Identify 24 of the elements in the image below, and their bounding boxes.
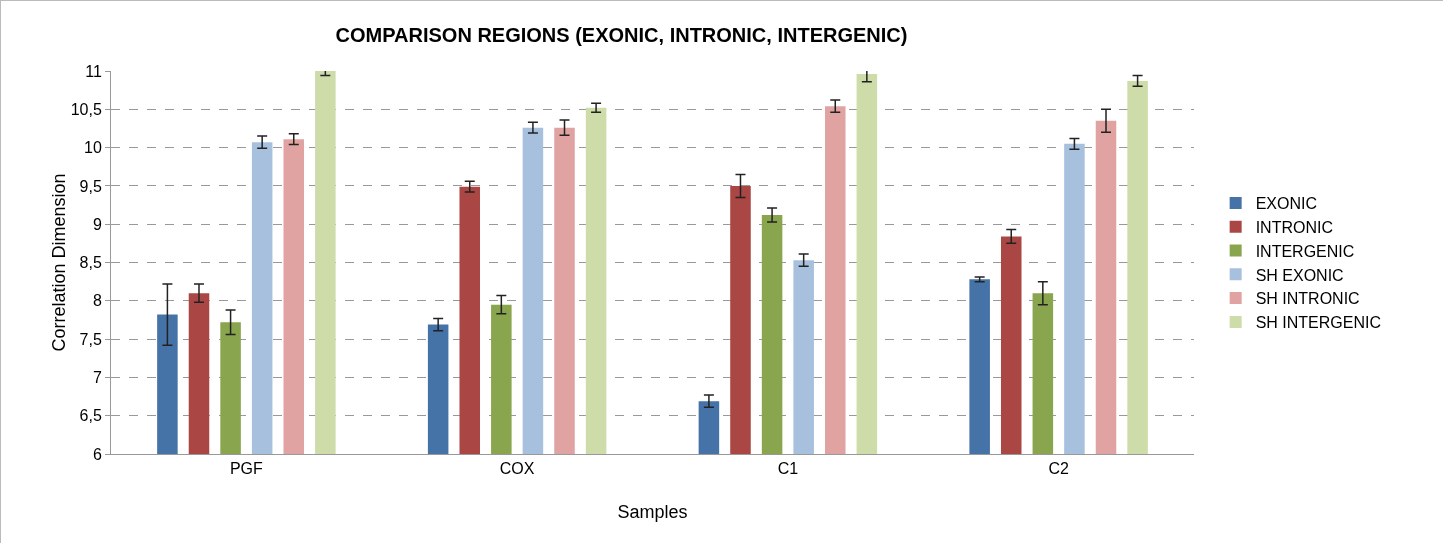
- legend-label: INTRONIC: [1255, 218, 1333, 236]
- y-tick-label: 8: [92, 292, 102, 310]
- x-tick-label: C2: [1048, 460, 1069, 478]
- y-tick-label: 6,5: [79, 407, 102, 425]
- y-axis-title: Correlation Dimension: [49, 173, 69, 352]
- legend-label: SH INTRONIC: [1255, 290, 1360, 308]
- legend-label: SH EXONIC: [1255, 266, 1344, 284]
- x-tick-label: PGF: [229, 460, 264, 478]
- legend-label: SH INTERGENIC: [1255, 314, 1381, 332]
- x-axis-title: Samples: [617, 502, 688, 522]
- legend-label: INTERGENIC: [1255, 242, 1355, 260]
- y-tick-label: 11: [85, 62, 102, 80]
- y-tick-label: 9: [92, 215, 102, 233]
- y-tick-label: 6: [92, 445, 102, 463]
- y-tick-label: 8,5: [79, 254, 102, 272]
- x-tick-label: C1: [777, 460, 799, 478]
- x-tick-label: COX: [499, 460, 535, 478]
- y-tick-label: 10: [84, 139, 102, 157]
- y-tick-label: 10,5: [70, 100, 102, 118]
- legend-label: EXONIC: [1255, 195, 1317, 213]
- y-tick-label: 7: [92, 369, 102, 386]
- y-tick-label: 9,5: [79, 177, 102, 195]
- y-tick-label: 7,5: [79, 330, 102, 348]
- chart-title: COMPARISON REGIONS (EXONIC, INTRONIC, INTERGENIC): [335, 24, 908, 47]
